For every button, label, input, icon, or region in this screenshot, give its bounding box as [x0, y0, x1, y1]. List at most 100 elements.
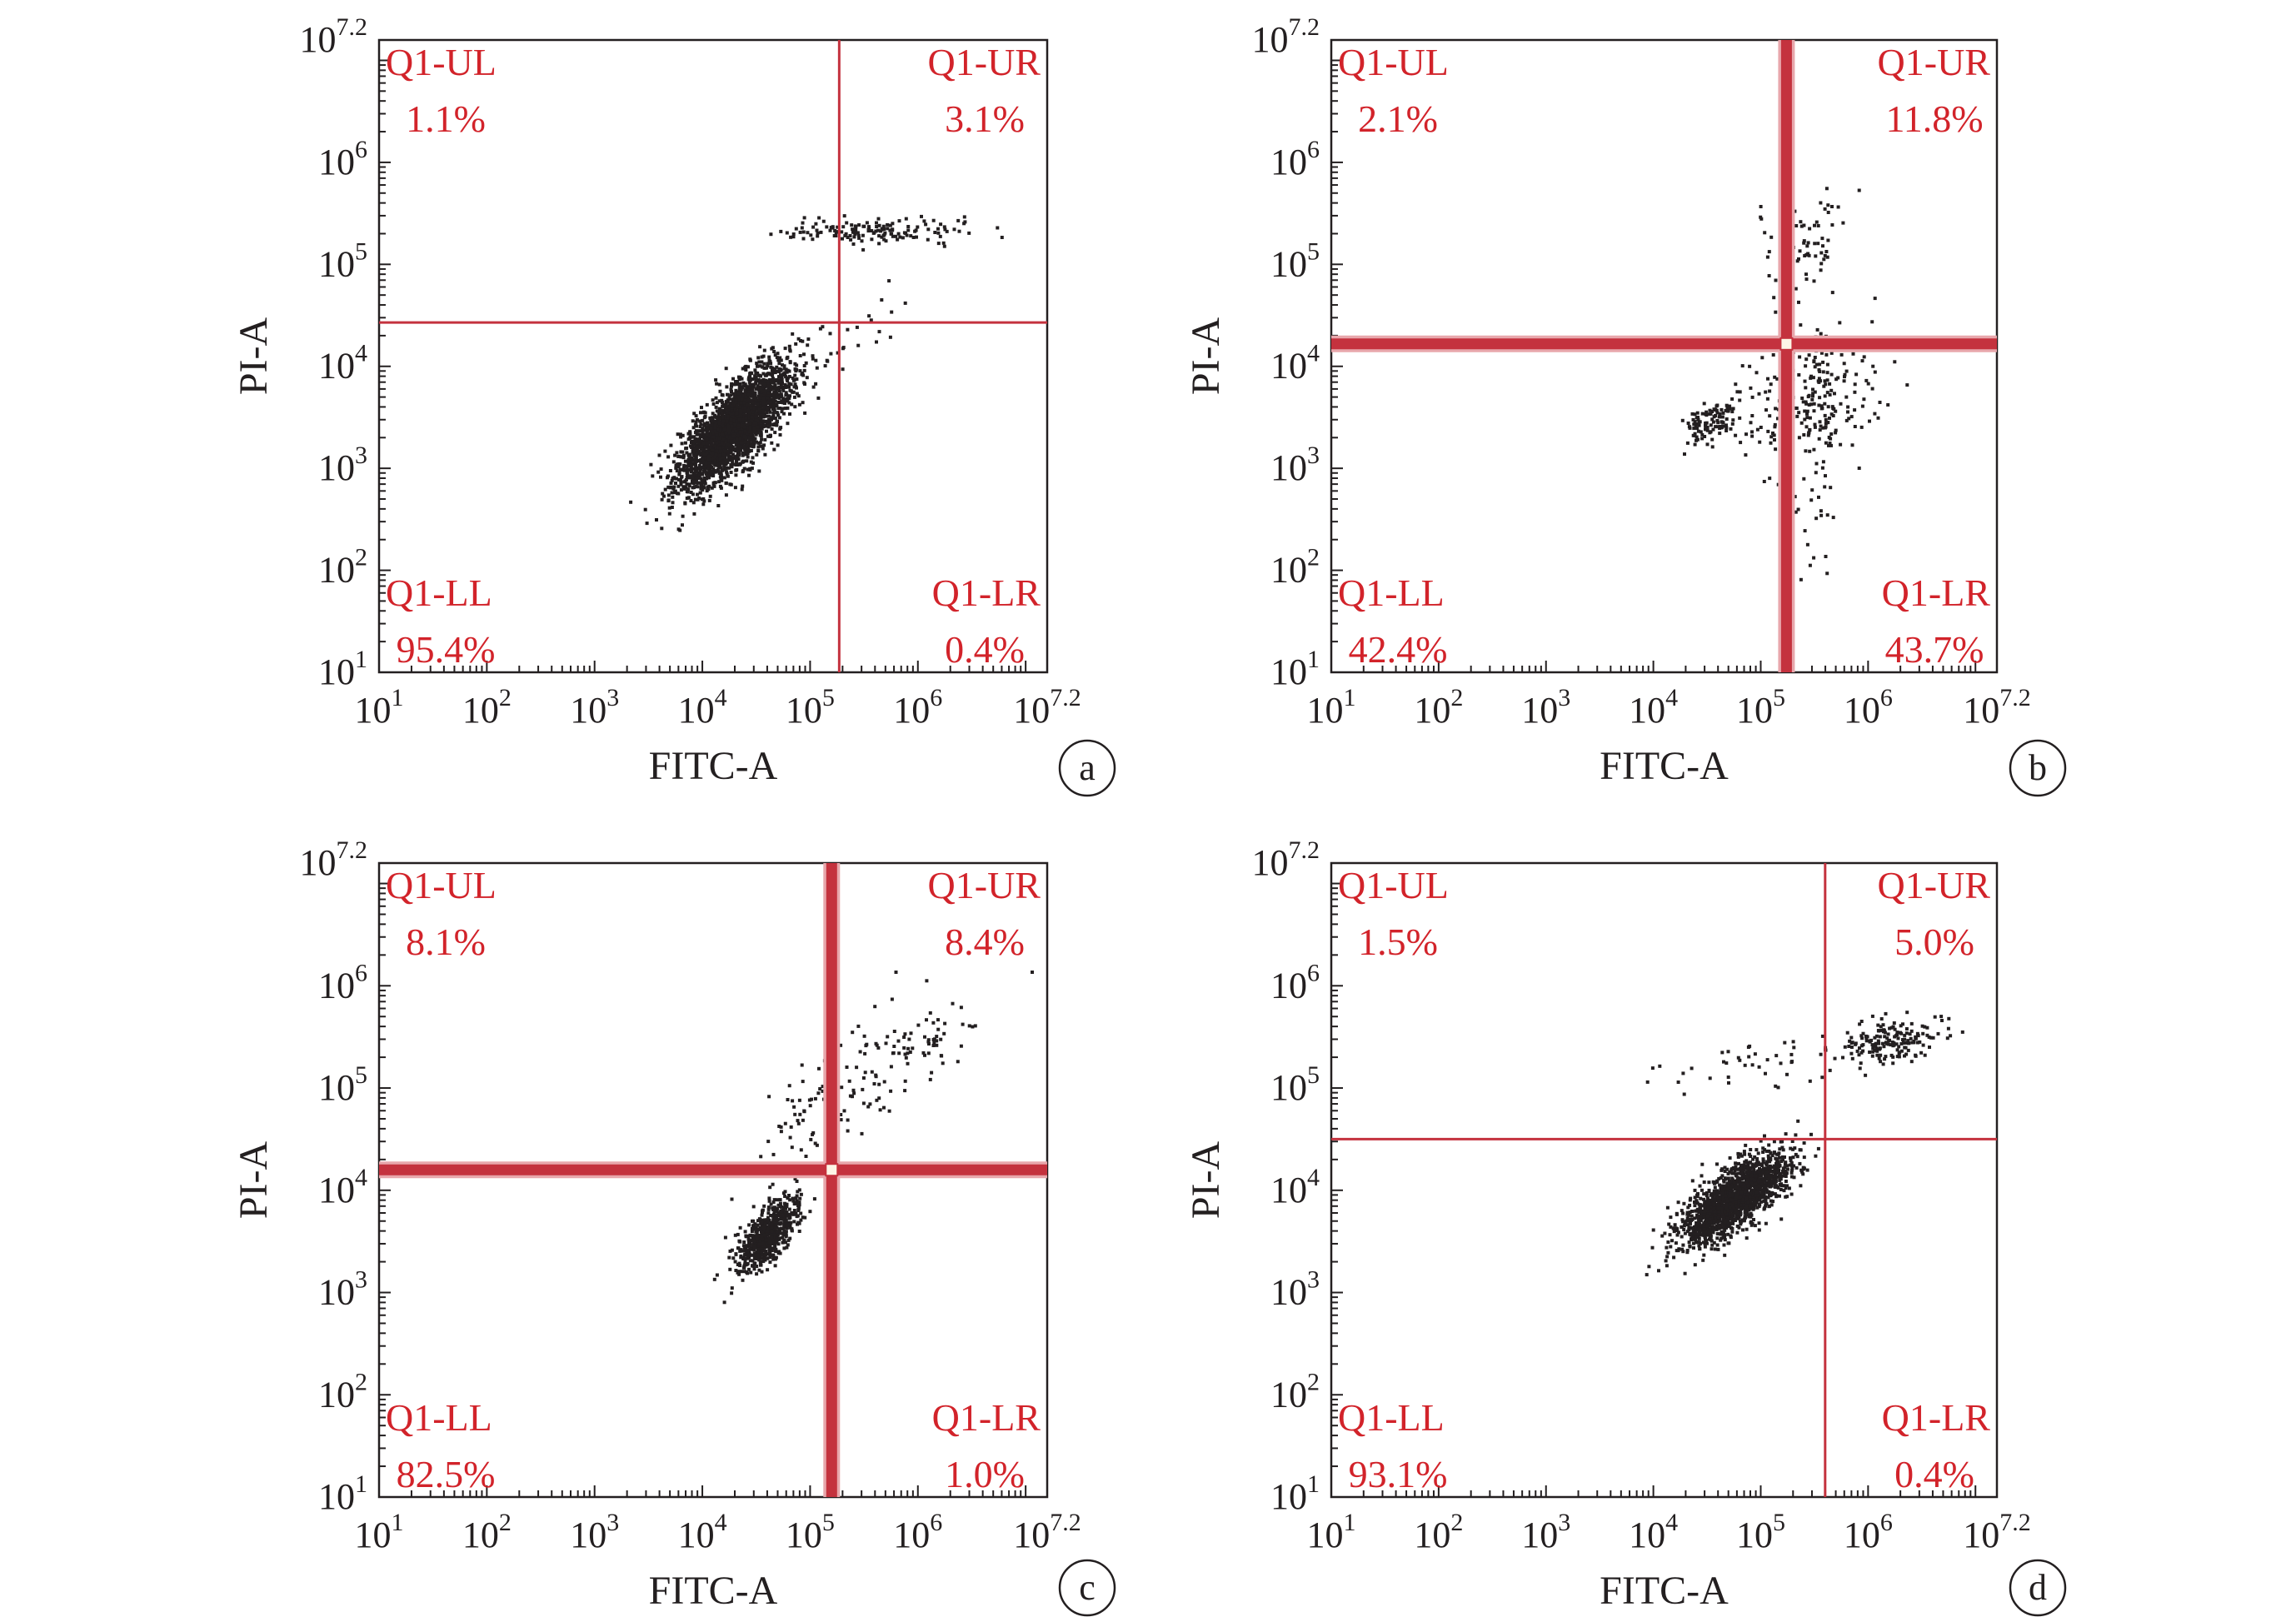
x-tick-label: 105 [1736, 684, 1785, 731]
data-point [738, 376, 742, 379]
data-point [770, 1235, 774, 1240]
data-point [762, 424, 766, 428]
x-tick-label: 105 [786, 684, 835, 731]
data-point [699, 487, 703, 491]
data-point [776, 443, 780, 447]
gate-handle[interactable] [825, 1163, 839, 1177]
data-point [843, 233, 847, 237]
data-point [759, 1263, 763, 1267]
data-point [687, 456, 691, 460]
data-point [772, 394, 776, 398]
data-point [1766, 429, 1770, 433]
quadrant-gate[interactable] [379, 863, 1047, 1497]
data-point [701, 431, 705, 435]
data-point [1830, 291, 1834, 295]
data-point [776, 1203, 781, 1207]
data-point [996, 226, 1000, 230]
data-point [695, 477, 699, 482]
data-point [959, 1044, 963, 1048]
data-point [754, 387, 758, 391]
data-point [781, 385, 786, 389]
data-point [718, 453, 722, 457]
data-point [747, 420, 751, 424]
data-point [753, 1245, 756, 1249]
data-point [1829, 372, 1834, 377]
data-point [731, 415, 735, 419]
data-point [731, 402, 736, 407]
data-point [816, 231, 820, 235]
data-point [721, 417, 725, 420]
data-point [747, 391, 751, 394]
data-point [801, 401, 805, 405]
data-point [877, 242, 881, 246]
data-point [750, 435, 754, 439]
data-point [767, 1222, 771, 1226]
data-point [1811, 376, 1815, 380]
data-point [876, 228, 880, 232]
data-point [848, 234, 852, 237]
data-point [1754, 1203, 1758, 1207]
data-point [747, 434, 751, 438]
data-point [857, 236, 861, 240]
data-point [790, 402, 794, 407]
data-point [923, 1053, 926, 1057]
data-point [737, 453, 741, 457]
data-point [781, 1213, 785, 1217]
data-point [872, 1082, 876, 1085]
gate-handle[interactable] [1779, 337, 1794, 351]
data-point [736, 463, 739, 467]
data-point [1893, 360, 1897, 364]
data-point [1868, 419, 1871, 423]
data-point [681, 485, 686, 489]
data-point [1805, 416, 1809, 420]
x-tick-label: 107.2 [1963, 684, 2031, 731]
data-point [697, 464, 701, 467]
data-point [741, 394, 746, 398]
data-point [881, 224, 886, 228]
data-point [751, 444, 756, 448]
data-point [798, 230, 802, 234]
quadrant-gate[interactable] [1331, 40, 1997, 672]
data-point [817, 216, 821, 220]
data-point [858, 1050, 862, 1054]
data-point [1683, 1271, 1687, 1275]
data-point [1743, 1152, 1747, 1156]
data-point [776, 401, 780, 404]
data-point [819, 230, 823, 234]
data-point [770, 441, 774, 445]
data-point [713, 426, 717, 430]
data-point [697, 466, 701, 470]
data-point [776, 358, 781, 362]
data-point [1702, 402, 1706, 406]
data-point [740, 408, 744, 412]
data-point [1681, 1243, 1685, 1247]
data-point [889, 232, 893, 236]
data-point [806, 337, 811, 342]
data-point [671, 460, 676, 464]
data-point [1799, 577, 1803, 581]
quadrant-gate[interactable] [379, 40, 1047, 672]
data-point [738, 447, 742, 451]
data-point [876, 217, 881, 221]
data-point [1813, 223, 1816, 227]
data-point [792, 1220, 796, 1224]
data-point [711, 429, 715, 433]
data-point [1718, 412, 1722, 416]
data-point [856, 233, 861, 237]
data-point [736, 1270, 740, 1275]
data-point [717, 451, 721, 455]
data-point [785, 1245, 789, 1250]
data-point [766, 1252, 770, 1256]
data-point [1814, 517, 1819, 521]
data-point [727, 457, 731, 461]
data-point [1738, 416, 1742, 420]
data-point [784, 1230, 788, 1235]
data-point [768, 421, 772, 425]
data-point [686, 462, 691, 466]
data-point [716, 412, 721, 417]
data-point [765, 429, 768, 433]
data-point [696, 485, 700, 489]
data-point [681, 456, 686, 460]
data-point [1763, 231, 1767, 235]
data-point [941, 241, 946, 245]
